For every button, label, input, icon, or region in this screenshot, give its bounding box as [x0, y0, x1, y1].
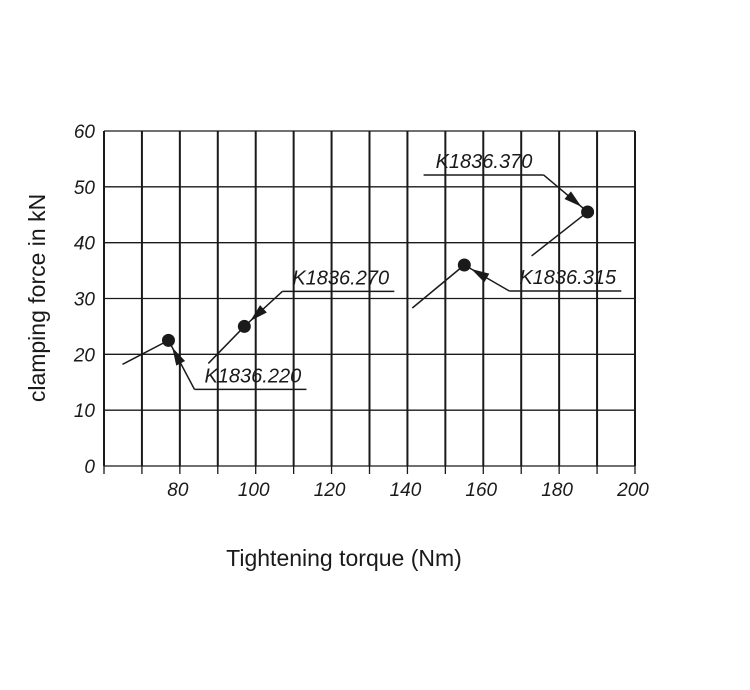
- y-tick-label: 50: [74, 178, 96, 199]
- arrowhead: [172, 347, 186, 366]
- y-tick-label: 10: [74, 401, 96, 422]
- x-tick-label: 160: [465, 480, 497, 501]
- trend-stub: [207, 325, 245, 364]
- annotation-leaders: [122, 174, 622, 391]
- x-tick-label: 100: [238, 480, 270, 501]
- trend-stub: [122, 339, 169, 366]
- y-tick-label: 30: [74, 290, 96, 311]
- arrowhead: [564, 191, 582, 207]
- arrowhead: [250, 305, 267, 321]
- x-tick-label: 140: [390, 480, 422, 501]
- arrowhead: [471, 269, 490, 283]
- y-tick-label: 0: [84, 457, 95, 478]
- x-tick-label: 180: [541, 480, 573, 501]
- grid: [103, 130, 636, 474]
- x-axis-title: Tightening torque (Nm): [226, 545, 462, 571]
- annotation-labels: K1836.220 K1836.270 K1836.315 K1836.370: [204, 151, 616, 387]
- data-point: [581, 205, 595, 219]
- tick-labels: 0 10 20 30 40 50 60 80 100 120 140 160 180 200: [73, 122, 649, 501]
- data-point: [237, 319, 251, 333]
- point-label: K1836.315: [519, 267, 617, 289]
- y-tick-label: 60: [74, 122, 96, 143]
- point-label: K1836.270: [292, 267, 389, 289]
- point-label: K1836.370: [436, 151, 533, 173]
- data-point: [161, 333, 175, 347]
- x-tick-label: 120: [314, 480, 346, 501]
- trend-stub: [531, 211, 589, 257]
- trend-stub: [411, 264, 465, 309]
- data-point: [457, 258, 471, 272]
- y-tick-label: 20: [73, 345, 96, 366]
- x-tick-label: 200: [616, 480, 649, 501]
- x-tick-label: 80: [167, 480, 189, 501]
- data-points: [161, 205, 595, 347]
- point-label: K1836.220: [204, 365, 301, 387]
- y-tick-label: 40: [74, 234, 96, 255]
- y-axis-title: clamping force in kN: [24, 194, 50, 402]
